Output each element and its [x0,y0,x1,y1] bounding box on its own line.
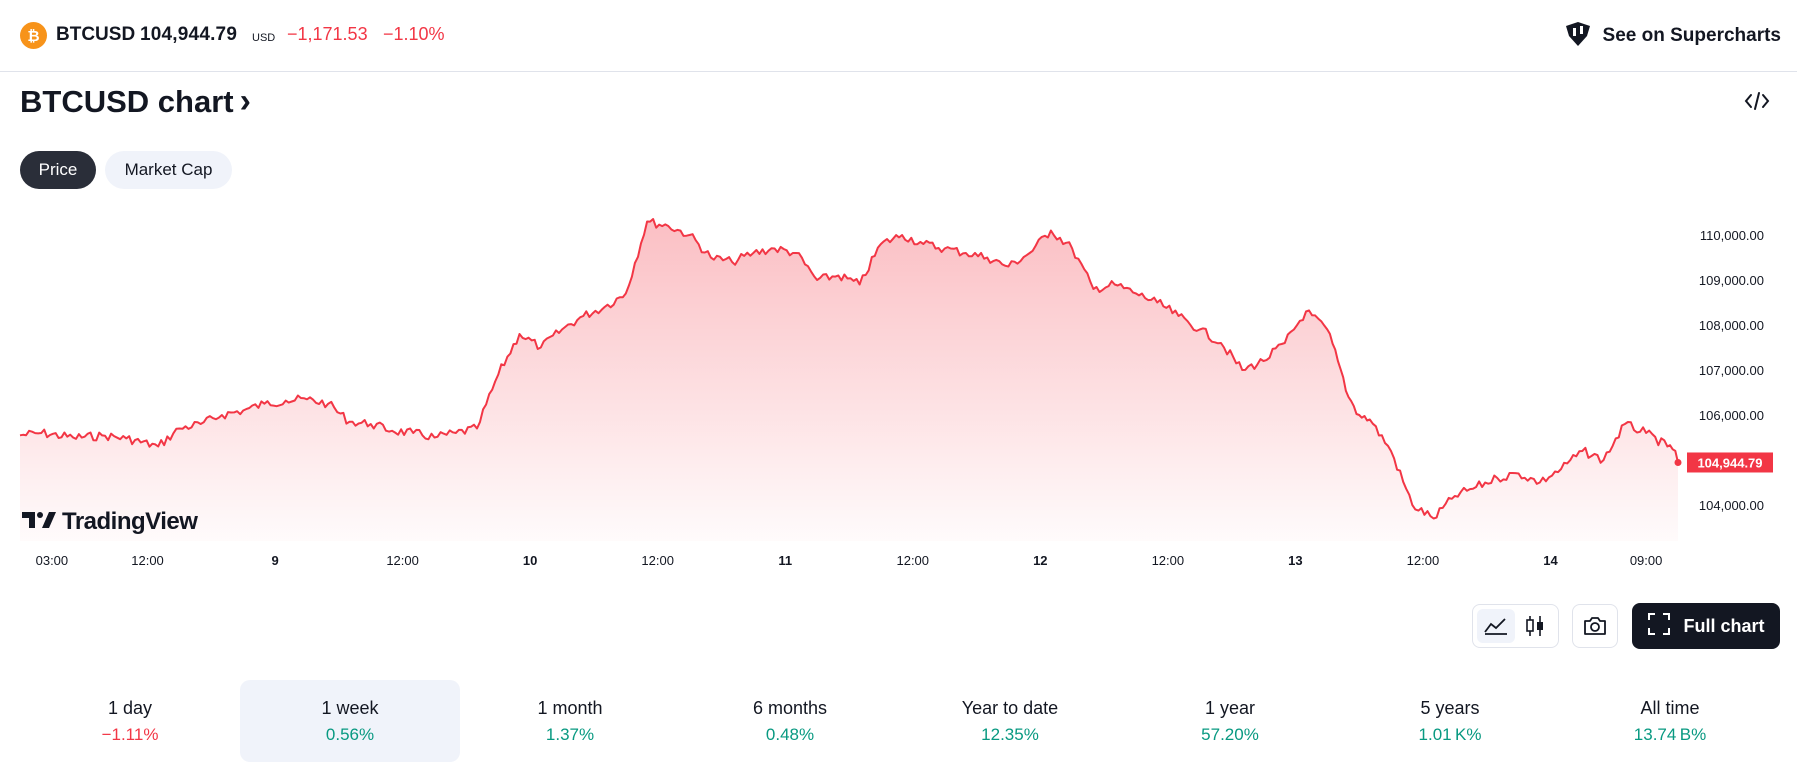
page-title[interactable]: BTCUSD chart › [20,82,251,121]
price-change: −1,171.53 [287,24,368,44]
range-1-day[interactable]: 1 day −1.11% [20,680,240,762]
last-price-label: 104,944.79 [1697,455,1762,470]
chart-style-toggle [1472,604,1559,648]
range-1-month[interactable]: 1 month 1.37% [460,680,680,762]
range-value: 0.56% [325,724,375,744]
range-value: 1.37% [545,724,595,744]
price-area-fill [20,219,1678,541]
price-axis-tick: 106,000.00 [1699,408,1764,423]
symbol-header: ₿ BTCUSD 104,944.79 USD −1,171.53 −1.10%… [0,0,1797,72]
range-year-to-date[interactable]: Year to date 12.35% [900,680,1120,762]
range-value: 12.35% [981,724,1039,744]
time-axis-tick: 12 [1033,553,1047,568]
range-label: All time [1640,697,1700,718]
range-label: 1 day [107,697,153,718]
price-axis-tick: 108,000.00 [1699,318,1764,333]
chevron-right-icon: › [239,82,251,120]
price-change-percent: −1.10% [383,24,445,44]
range-all-time[interactable]: All time 13.74 B% [1560,680,1780,762]
page-title-text: BTCUSD chart [20,83,234,119]
time-axis-tick: 13 [1288,553,1302,568]
tab-price[interactable]: Price [20,151,96,189]
last-price-label-bg [1687,452,1773,473]
price-axis-tick: 107,000.00 [1699,363,1764,378]
candlestick-icon[interactable] [1516,609,1554,643]
last-price-dot [1674,458,1682,466]
time-axis-tick: 12:00 [896,553,929,568]
price-axis-tick: 110,000.00 [1700,228,1764,243]
price-axis-tick: 109,000.00 [1699,273,1764,288]
bitcoin-icon: ₿ [20,22,47,49]
time-axis-tick: 12:00 [131,553,164,568]
time-axis-tick: 12:00 [1152,553,1185,568]
range-label: 5 years [1420,697,1480,718]
tradingview-logo-text: TradingView [62,508,198,535]
range-1-week[interactable]: 1 week 0.56% [240,680,460,762]
last-price: 104,944.79 [140,24,238,45]
time-axis-tick: 12:00 [641,553,674,568]
price-currency: USD [252,32,276,44]
time-axis-tick: 12:00 [386,553,419,568]
time-axis-tick: 09:00 [1630,553,1663,568]
time-axis-tick: 9 [271,553,278,568]
price-line-series [19,218,1679,520]
range-label: Year to date [961,697,1059,718]
range-value: −1.11% [101,724,159,744]
tab-market-cap[interactable]: Market Cap [105,151,232,189]
range-value: 1.01 K% [1418,724,1482,744]
camera-icon[interactable] [1572,604,1618,648]
range-6-months[interactable]: 6 months 0.48% [680,680,900,762]
svg-text:₿: ₿ [27,27,39,45]
price-axis-tick: 104,000.00 [1699,498,1764,513]
range-label: 1 month [537,697,603,718]
full-chart-button[interactable]: Full chart [1632,603,1780,649]
supercharts-icon [1563,20,1593,53]
time-axis-tick: 14 [1543,553,1558,568]
line-chart-icon[interactable] [1477,609,1516,643]
code-embed-icon[interactable] [1743,88,1771,114]
time-axis-tick: 12:00 [1407,553,1440,568]
fullscreen-icon [1647,612,1671,641]
range-value: 0.48% [765,724,815,744]
range-value: 13.74 B% [1633,724,1707,744]
tradingview-logo-icon [22,510,56,535]
tradingview-watermark: TradingView [22,508,198,536]
range-value: 57.20% [1201,724,1259,744]
time-axis-tick: 03:00 [36,553,69,568]
performance-ranges: 1 day −1.11% 1 week 0.56% 1 month 1.37% … [20,680,1780,762]
range-1-year[interactable]: 1 year 57.20% [1120,680,1340,762]
range-label: 6 months [752,697,828,718]
price-chart[interactable]: 110,000.00 109,000.00 108,000.00 107,000.00… [0,205,1797,580]
time-axis-tick: 11 [778,553,792,568]
full-chart-label: Full chart [1683,615,1765,636]
range-5-years[interactable]: 5 years 1.01 K% [1340,680,1560,762]
see-on-supercharts-link[interactable]: See on Supercharts [1563,20,1781,52]
range-label: 1 year [1204,697,1256,718]
range-label: 1 week [321,697,379,718]
time-axis-tick: 10 [523,553,537,568]
supercharts-label: See on Supercharts [1602,25,1781,46]
symbol-name: BTCUSD [56,24,136,45]
